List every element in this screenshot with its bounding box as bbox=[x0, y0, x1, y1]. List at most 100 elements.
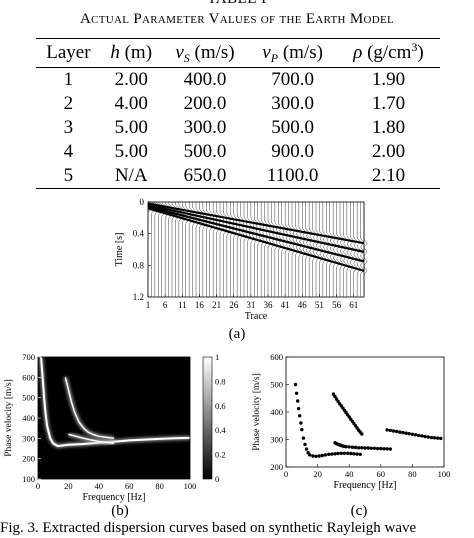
y-tick-label: 300 bbox=[270, 435, 283, 445]
seismic-trace bbox=[254, 202, 258, 297]
seismic-trace bbox=[360, 202, 365, 297]
y-tick-label: 100 bbox=[22, 474, 35, 484]
arrival-line bbox=[147, 205, 365, 263]
data-point bbox=[294, 391, 299, 395]
table-row: 5 N/A 650.0 1100.0 2.10 bbox=[36, 164, 440, 189]
data-point bbox=[401, 430, 405, 435]
table-cell: 500.0 bbox=[183, 141, 227, 162]
data-point bbox=[417, 433, 421, 438]
x-tick-label: 56 bbox=[332, 300, 342, 310]
data-point bbox=[352, 452, 356, 456]
seismic-trace bbox=[278, 202, 282, 297]
data-point bbox=[426, 435, 430, 439]
seismic-trace bbox=[322, 202, 327, 297]
data-point bbox=[369, 446, 373, 450]
x-tick-label: 20 bbox=[313, 469, 322, 479]
x-tick-label: 21 bbox=[212, 300, 221, 310]
seismic-trace bbox=[226, 202, 231, 297]
data-point bbox=[303, 442, 307, 447]
header-vp: vP (m/s) bbox=[262, 42, 323, 65]
x-tick-label: 11 bbox=[178, 300, 187, 310]
arrival-line bbox=[147, 204, 365, 253]
x-tick-label: 100 bbox=[438, 469, 451, 479]
colorbar-tick-label: 0 bbox=[215, 474, 219, 484]
data-point bbox=[353, 445, 358, 450]
data-point bbox=[317, 454, 321, 458]
seismic-trace bbox=[161, 201, 169, 297]
colorbar-tick-label: 0.6 bbox=[215, 401, 226, 411]
panel-label-a: (a) bbox=[228, 326, 246, 342]
seismic-trace bbox=[192, 202, 198, 297]
seismic-trace bbox=[302, 202, 306, 297]
data-point bbox=[350, 445, 355, 449]
x-axis-label: Trace bbox=[245, 311, 268, 322]
ridge-line bbox=[40, 357, 190, 448]
seismic-trace bbox=[236, 202, 241, 297]
seismic-trace bbox=[271, 202, 275, 297]
seismic-trace bbox=[298, 202, 303, 297]
x-tick-label: 16 bbox=[195, 300, 205, 310]
colorbar bbox=[202, 356, 213, 480]
x-tick-label: 36 bbox=[264, 300, 274, 310]
data-point bbox=[298, 414, 302, 418]
data-point bbox=[349, 451, 353, 456]
data-point bbox=[323, 453, 328, 457]
x-tick-label: 1 bbox=[146, 300, 151, 310]
seismic-trace bbox=[257, 202, 262, 297]
table-cell: 1.70 bbox=[371, 93, 406, 114]
x-tick-label: 40 bbox=[345, 469, 354, 479]
table-cell: 300.0 bbox=[271, 93, 314, 114]
panel-label-b: (b) bbox=[111, 503, 129, 519]
y-tick-label: 700 bbox=[22, 352, 35, 362]
data-point bbox=[327, 452, 331, 456]
data-point bbox=[314, 454, 318, 458]
seismic-trace bbox=[264, 202, 269, 297]
y-tick-label: 200 bbox=[22, 454, 35, 464]
data-point bbox=[394, 429, 399, 434]
table-cell: 2.00 bbox=[114, 69, 148, 90]
seismic-trace bbox=[319, 202, 323, 297]
colorbar-tick-label: 0.8 bbox=[215, 376, 226, 386]
data-point bbox=[388, 447, 392, 451]
table-cell: 200.0 bbox=[183, 93, 227, 114]
table-cell: 1100.0 bbox=[266, 165, 319, 186]
data-point bbox=[388, 428, 392, 433]
data-point bbox=[379, 446, 383, 451]
x-tick-label: 26 bbox=[229, 300, 239, 310]
seismic-trace bbox=[274, 202, 279, 297]
seismic-trace bbox=[195, 202, 201, 297]
seismic-trace bbox=[267, 202, 272, 297]
y-axis-label: Phase velocity [m/s] bbox=[4, 379, 14, 457]
seismic-trace bbox=[329, 202, 334, 297]
seismic-trace bbox=[209, 202, 214, 297]
data-point bbox=[296, 407, 301, 411]
x-tick-label: 100 bbox=[184, 481, 197, 491]
seismic-trace bbox=[182, 202, 188, 297]
x-tick-label: 80 bbox=[408, 469, 417, 479]
ridge-line bbox=[64, 377, 115, 439]
y-tick-label: 400 bbox=[270, 407, 283, 417]
data-point bbox=[358, 452, 362, 456]
y-tick-label: 200 bbox=[270, 462, 283, 472]
seismic-trace bbox=[243, 202, 248, 297]
data-point bbox=[366, 446, 370, 450]
table-cell: 1 bbox=[63, 69, 74, 90]
seismogram-chart: 1 6 11 16 21 26 31 36 41 46 51 56 6100.40.81.2TraceT… bbox=[114, 197, 368, 322]
seismic-trace bbox=[336, 202, 341, 297]
table-cell: 5 bbox=[63, 165, 74, 186]
data-point bbox=[333, 452, 337, 456]
data-point bbox=[413, 433, 418, 437]
data-point bbox=[336, 451, 340, 456]
table-cell: 900.0 bbox=[271, 141, 314, 162]
data-point bbox=[345, 451, 350, 455]
data-point bbox=[363, 446, 367, 450]
seismic-trace bbox=[158, 201, 166, 297]
data-point bbox=[385, 428, 389, 432]
data-point bbox=[436, 436, 440, 440]
seismic-trace bbox=[154, 201, 163, 297]
data-point bbox=[301, 436, 306, 440]
table-cell: 300.0 bbox=[183, 117, 227, 138]
table-cell: N/A bbox=[114, 165, 148, 186]
table-cell: 500.0 bbox=[271, 117, 314, 138]
seismic-trace bbox=[164, 201, 172, 297]
